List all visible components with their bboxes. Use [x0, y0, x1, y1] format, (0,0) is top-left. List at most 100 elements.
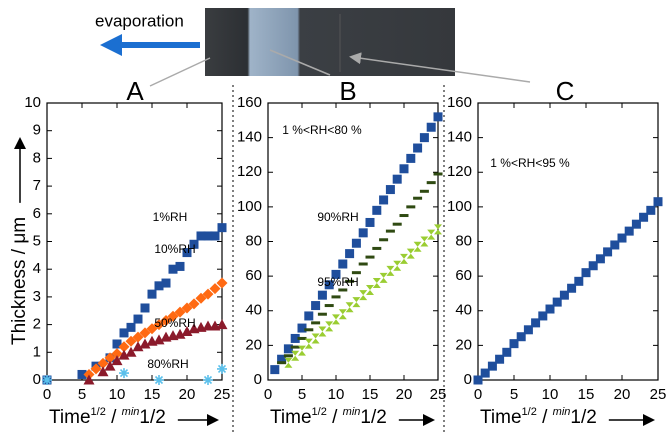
data-points: [270, 112, 443, 375]
point: [352, 297, 361, 308]
point: [104, 352, 116, 364]
point: [217, 223, 227, 233]
point: [133, 314, 143, 324]
point: [139, 338, 151, 349]
point: [181, 326, 193, 337]
y-tick-label: 4: [33, 260, 41, 277]
point: [345, 279, 355, 283]
point: [419, 133, 429, 143]
x-tick-label: 25: [650, 386, 667, 403]
point: [202, 320, 214, 331]
point: [379, 272, 388, 283]
point: [83, 374, 95, 385]
y-tick-label: 80: [455, 232, 472, 249]
y-tick-label: 2: [33, 316, 41, 333]
point: [588, 261, 598, 271]
point: [372, 205, 382, 215]
point: [392, 174, 402, 184]
point: [495, 354, 505, 364]
point: [196, 231, 206, 241]
point: [338, 259, 348, 269]
point: [83, 368, 95, 380]
x-tick-label: 20: [179, 386, 196, 403]
point: [174, 328, 186, 339]
y-tick-label: 40: [245, 302, 262, 319]
point: [112, 339, 122, 349]
x-tick-label: 0: [43, 386, 51, 403]
x-label-part: 1/2: [312, 406, 327, 418]
series-label: 50%RH: [154, 316, 195, 330]
x-tick-label: 5: [78, 386, 86, 403]
point: [433, 172, 443, 176]
y-tick-label: 6: [33, 205, 41, 222]
point: [181, 302, 193, 314]
point: [291, 350, 300, 361]
point: [631, 219, 641, 229]
point: [406, 153, 416, 163]
point: [104, 360, 116, 371]
x-tick-label: 25: [214, 386, 231, 403]
x-label-part: min: [553, 406, 571, 418]
x-tick-label: 10: [542, 386, 559, 403]
point: [283, 344, 293, 354]
y-tick-label: 9: [33, 122, 41, 139]
point: [311, 333, 320, 344]
point: [400, 253, 408, 264]
series-label: 80%RH: [147, 357, 188, 371]
point: [624, 226, 634, 236]
point: [270, 365, 280, 375]
x-label-part: Time: [480, 407, 522, 428]
point: [358, 228, 368, 238]
point: [277, 354, 287, 364]
point: [531, 318, 541, 328]
x-tick-label: 0: [264, 386, 272, 403]
x-axis-label: Time1/2 / min1/2: [270, 406, 387, 428]
x-label-part: Time: [49, 407, 91, 428]
y-tick-label: 80: [245, 232, 262, 249]
point: [595, 254, 605, 264]
series-label: 10%RH: [154, 242, 195, 256]
point: [188, 298, 200, 310]
point: [277, 361, 287, 365]
point: [304, 328, 314, 332]
point: [216, 277, 228, 289]
y-tick-label: 20: [455, 336, 472, 353]
point: [434, 224, 442, 235]
point: [338, 288, 348, 292]
point: [209, 283, 221, 295]
point: [365, 217, 375, 227]
point: [132, 341, 144, 352]
point: [516, 332, 526, 342]
point: [331, 269, 341, 279]
point: [366, 284, 374, 295]
point: [538, 311, 548, 321]
point: [345, 302, 354, 313]
point: [97, 357, 109, 369]
point: [153, 334, 165, 345]
x-label-part: 1/2: [91, 406, 106, 418]
point: [324, 304, 334, 308]
point: [118, 349, 130, 360]
point: [426, 181, 436, 185]
x-label-part: /: [327, 407, 343, 428]
y-tick-label: 60: [455, 267, 472, 284]
x-tick-label: 0: [474, 386, 482, 403]
point: [77, 369, 87, 379]
point: [139, 327, 151, 339]
point: [132, 331, 144, 343]
point: [203, 375, 213, 385]
evaporation-arrow: [100, 34, 200, 56]
point: [413, 196, 423, 200]
point: [646, 205, 656, 215]
point: [426, 122, 436, 132]
y-tick-label: 120: [447, 163, 472, 180]
y-tick-label: 0: [464, 371, 472, 388]
y-tick-label: 160: [447, 94, 472, 111]
y-tick-label: 0: [254, 371, 262, 388]
plot-frame: [477, 102, 659, 381]
point: [160, 314, 172, 326]
point: [385, 185, 395, 195]
point: [317, 290, 327, 300]
point: [345, 249, 355, 259]
point: [487, 361, 497, 371]
